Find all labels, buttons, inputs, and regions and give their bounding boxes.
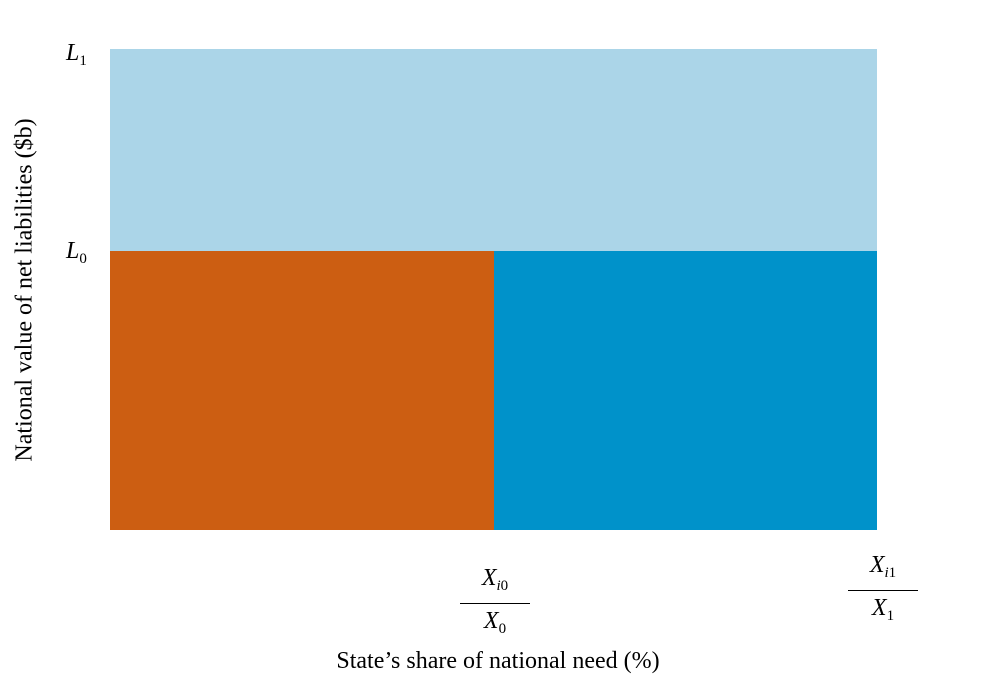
x-axis-title-text: State’s share of national need (%) [336, 648, 660, 674]
x-tick-0-num-sub: 0 [500, 578, 509, 594]
x-axis-title: State’s share of national need (%) [0, 648, 996, 675]
region-bottom-left-orange [110, 251, 494, 530]
y-tick-l1-var: L [66, 40, 80, 66]
region-bottom-right-blue [494, 251, 877, 530]
y-tick-label-l1: L1 [66, 40, 87, 70]
x-tick-label-fraction-0: Xi0 X0 [460, 563, 530, 644]
x-tick-label-fraction-1: Xi1 X1 [848, 550, 918, 631]
x-tick-1-num-sub: 1 [888, 565, 897, 581]
y-tick-l0-sub: 0 [79, 251, 87, 267]
x-tick-0-den-var: X [483, 608, 499, 634]
x-tick-1-num-var: X [869, 552, 885, 578]
y-tick-l1-sub: 1 [79, 53, 87, 69]
x-tick-0-num-var: X [481, 565, 497, 591]
x-tick-1-num-sub-i: i [884, 565, 889, 581]
x-tick-0-num-sub-i: i [496, 578, 501, 594]
region-top-light-blue [110, 49, 877, 251]
x-tick-1-numerator: Xi1 [848, 550, 918, 591]
y-tick-label-l0: L0 [66, 238, 87, 268]
x-tick-1-den-sub: 1 [886, 608, 895, 624]
x-tick-1-denominator: X1 [848, 591, 918, 631]
x-tick-0-den-sub: 0 [498, 621, 507, 637]
x-tick-0-denominator: X0 [460, 604, 530, 644]
x-tick-1-den-var: X [871, 595, 887, 621]
x-tick-0-numerator: Xi0 [460, 563, 530, 604]
y-tick-l0-var: L [66, 238, 80, 264]
y-axis-title: National value of net liabilities ($b) [11, 118, 38, 462]
